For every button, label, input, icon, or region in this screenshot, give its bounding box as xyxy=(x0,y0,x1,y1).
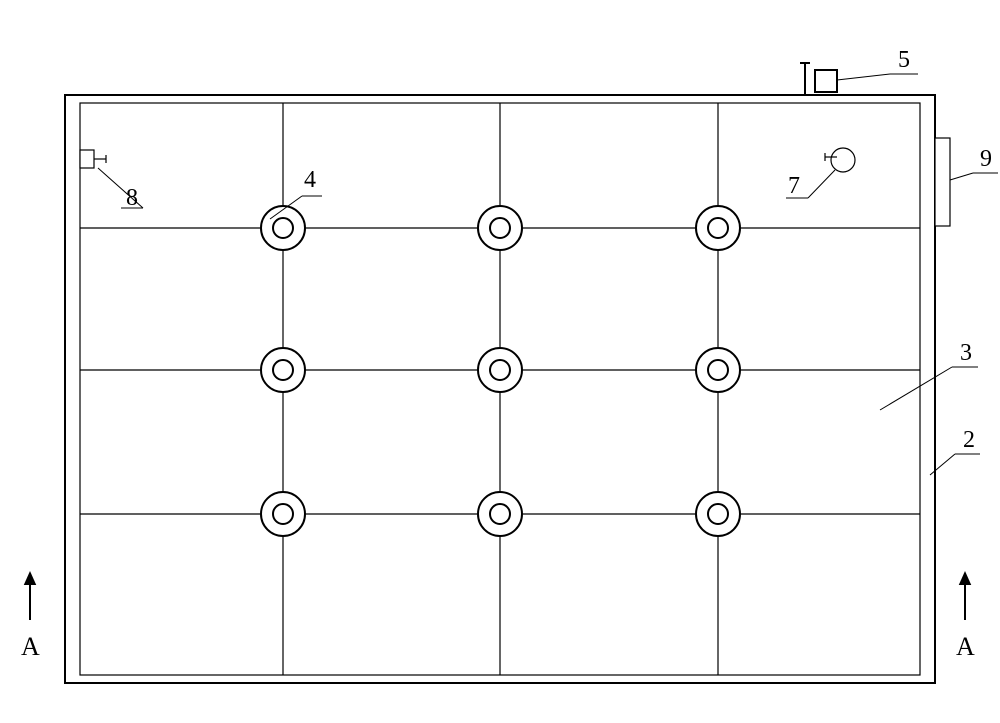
node-8 xyxy=(696,492,740,536)
label-text-2: 2 xyxy=(963,427,975,453)
node-7 xyxy=(478,492,522,536)
top-valve xyxy=(800,63,837,95)
label-8: 8 xyxy=(98,168,143,211)
label-3: 3 xyxy=(880,340,978,410)
node-0 xyxy=(261,206,305,250)
label-2: 2 xyxy=(930,427,980,475)
node-5 xyxy=(696,348,740,392)
label-text-3: 3 xyxy=(960,340,972,366)
left-bracket xyxy=(80,150,106,168)
label-text-5: 5 xyxy=(898,47,910,73)
label-9: 9 xyxy=(950,146,998,180)
node-6 xyxy=(261,492,305,536)
label-text-4: 4 xyxy=(304,167,316,193)
label-7: 7 xyxy=(786,170,835,199)
label-text-7: 7 xyxy=(788,173,800,199)
section-mark-left: A xyxy=(21,571,40,661)
node-1 xyxy=(478,206,522,250)
section-label-right: A xyxy=(956,632,975,661)
right-bracket xyxy=(825,148,855,172)
node-4 xyxy=(478,348,522,392)
node-3 xyxy=(261,348,305,392)
section-mark-right: A xyxy=(956,571,975,661)
label-5: 5 xyxy=(837,47,918,80)
label-text-9: 9 xyxy=(980,146,992,172)
label-text-8: 8 xyxy=(126,185,138,211)
node-2 xyxy=(696,206,740,250)
section-label-left: A xyxy=(21,632,40,661)
right-tab xyxy=(935,138,950,226)
